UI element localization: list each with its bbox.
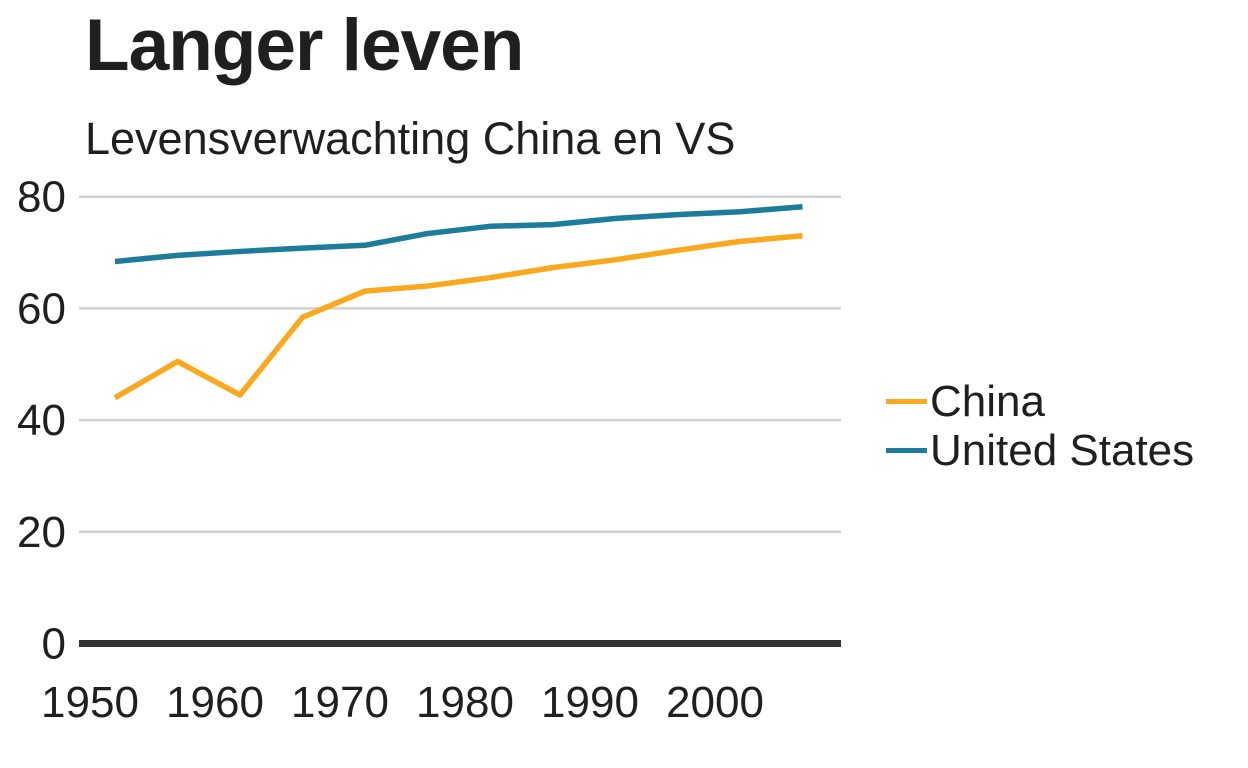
y-tick-label: 0	[42, 620, 66, 669]
legend-label-china: China	[930, 376, 1045, 426]
y-tick-label: 40	[17, 396, 66, 445]
china-line-swatch	[886, 399, 927, 404]
y-tick-label: 20	[17, 508, 66, 557]
x-tick-label: 1970	[291, 678, 389, 727]
legend-label-united-states: United States	[930, 425, 1195, 475]
y-tick-label: 60	[17, 284, 66, 333]
chart-subtitle: Levensverwachting China en VS	[85, 113, 736, 164]
x-tick-label: 1960	[166, 678, 264, 727]
y-tick-label: 80	[17, 173, 66, 222]
x-tick-label: 1990	[541, 678, 639, 727]
x-tick-label: 2000	[666, 678, 764, 727]
legend-item-united-states: United States	[886, 426, 1194, 475]
chart-title: Langer leven	[85, 5, 524, 86]
x-tick-label: 1950	[41, 678, 139, 727]
chart-legend: China United States	[886, 377, 1194, 475]
series-line-united-states	[114, 204, 803, 265]
united-states-line-swatch	[886, 448, 927, 453]
x-tick-label: 1980	[416, 678, 514, 727]
series-line-china	[113, 233, 803, 401]
legend-item-china: China	[886, 377, 1194, 426]
